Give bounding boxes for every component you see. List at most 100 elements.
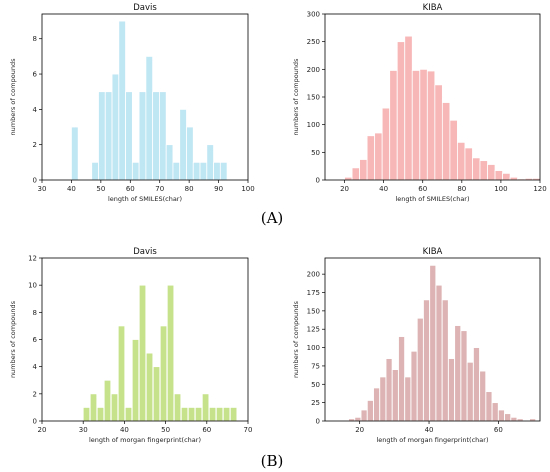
histogram-bar <box>145 55 154 181</box>
histogram-bar <box>391 369 399 422</box>
histogram-bar <box>435 284 443 422</box>
y-tick-label: 4 <box>33 106 38 114</box>
histogram-bar <box>487 164 496 181</box>
histogram-bar <box>454 325 462 422</box>
x-tick-label: 20 <box>38 426 47 434</box>
histogram-bar <box>429 264 437 422</box>
x-tick-label: 70 <box>155 185 164 193</box>
histogram-bar <box>366 135 376 181</box>
histogram-bar <box>479 370 487 422</box>
histogram-bar <box>457 141 466 181</box>
x-tick-label: 60 <box>202 426 211 434</box>
histogram-bar <box>359 159 368 181</box>
y-tick-label: 250 <box>307 38 320 46</box>
x-tick-label: 120 <box>533 185 546 193</box>
histogram-bar <box>152 91 160 181</box>
y-axis-label: numbers of compounds <box>9 300 17 378</box>
histogram-bar <box>199 161 208 181</box>
histogram-bar <box>441 102 451 181</box>
histogram-bar <box>145 352 154 422</box>
y-tick-label: 125 <box>307 326 320 334</box>
histogram-bar <box>187 407 196 422</box>
x-tick-label: 90 <box>214 185 223 193</box>
histogram-bar <box>117 325 126 422</box>
chart-davis-morgan: 20 30 40 50 60 70 0 2 4 6 8 10 12 Davis length of morg… <box>9 247 252 444</box>
histogram-bar <box>186 126 194 181</box>
histogram-bar <box>416 317 424 422</box>
histogram-bar <box>449 119 458 181</box>
histogram-bar <box>82 407 91 422</box>
histogram-bar <box>208 407 217 422</box>
histogram-bar <box>411 70 421 181</box>
histogram-bar <box>165 144 174 181</box>
y-tick-label: 12 <box>28 255 37 263</box>
histogram-bar <box>404 35 413 181</box>
panel-label-b: (B) <box>261 452 284 470</box>
y-tick-label: 10 <box>28 282 37 290</box>
histogram-bar <box>96 407 105 422</box>
histogram-bar <box>71 126 79 181</box>
y-tick-label: 100 <box>307 121 320 129</box>
y-tick-label: 300 <box>307 11 320 19</box>
y-tick-label: 0 <box>33 177 37 185</box>
x-axis-label: length of SMILES(char) <box>108 195 182 203</box>
y-tick-label: 6 <box>33 336 38 344</box>
histogram-bar <box>351 167 361 181</box>
y-tick-label: 0 <box>33 418 37 426</box>
histogram-bar <box>448 358 455 422</box>
histogram-bar <box>396 41 406 181</box>
histogram-bar <box>138 284 147 422</box>
histogram-bar <box>104 91 113 181</box>
y-tick-label: 4 <box>33 363 38 371</box>
histogram-bar <box>502 172 511 181</box>
x-axis-label: length of morgan fingerprint(char) <box>377 436 489 444</box>
chart-title: KIBA <box>423 247 443 257</box>
histogram-bar <box>172 161 181 181</box>
histogram-bar <box>366 400 374 422</box>
x-axis-label: length of morgan fingerprint(char) <box>89 436 201 444</box>
histogram-bar <box>389 70 398 181</box>
histogram-bar <box>423 299 430 422</box>
histogram-bar <box>179 108 187 181</box>
y-axis-label: numbers of compounds <box>292 300 300 378</box>
y-tick-label: 8 <box>33 309 37 317</box>
histogram-bar <box>124 407 133 422</box>
histogram-bar <box>219 161 228 181</box>
histogram-bar <box>466 361 474 422</box>
y-tick-label: 150 <box>307 307 320 315</box>
x-tick-label: 30 <box>38 185 47 193</box>
y-tick-label: 200 <box>307 66 320 74</box>
y-tick-label: 2 <box>33 390 37 398</box>
histogram-bar <box>460 330 468 422</box>
histogram-bar <box>434 84 443 181</box>
x-tick-label: 40 <box>67 185 76 193</box>
histogram-bar <box>344 176 353 181</box>
panel-label-a: (A) <box>261 209 284 227</box>
histogram-bar <box>374 132 383 181</box>
histogram-bar <box>159 91 167 181</box>
histogram-bar <box>206 144 214 181</box>
histogram-bar <box>215 407 224 422</box>
histogram-bar <box>373 387 381 422</box>
x-tick-label: 20 <box>355 426 364 434</box>
chart-kiba-morgan: 20 40 60 0 25 50 75 100 125 150 175 200 KIBA length o… <box>292 247 541 444</box>
histogram-bar <box>509 176 519 181</box>
y-axis-label: numbers of compounds <box>9 58 17 136</box>
y-tick-label: 200 <box>307 271 320 279</box>
histogram-bar <box>510 416 518 422</box>
histogram-bar <box>379 376 387 422</box>
y-tick-label: 0 <box>316 418 320 426</box>
x-tick-label: 50 <box>96 185 105 193</box>
y-tick-label: 6 <box>33 71 38 79</box>
histogram-bar <box>473 347 480 422</box>
histogram-bar <box>441 299 449 422</box>
histogram-bar <box>131 161 140 181</box>
histogram-bar <box>479 160 488 181</box>
histogram-bar <box>91 161 99 181</box>
histogram-bar <box>472 157 481 181</box>
histogram-bar <box>110 393 119 422</box>
y-tick-label: 8 <box>33 35 37 43</box>
x-tick-label: 60 <box>494 426 503 434</box>
y-axis-label: numbers of compounds <box>292 58 300 136</box>
histogram-bar <box>201 393 210 422</box>
